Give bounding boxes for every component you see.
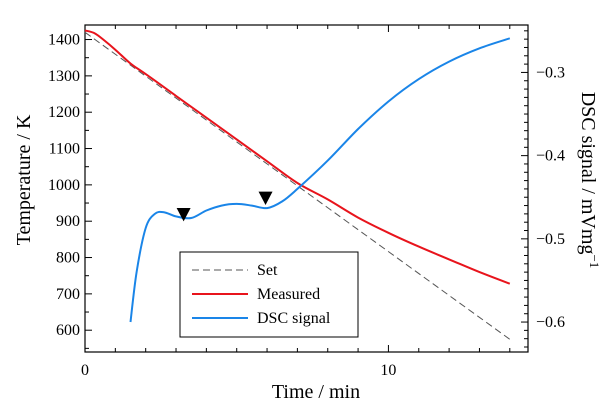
x-axis-title: Time / min <box>272 381 360 403</box>
y-right-tick-label: −0.5 <box>536 231 565 248</box>
x-tick-label: 10 <box>380 362 396 379</box>
x-tick-label: 0 <box>81 362 89 379</box>
legend: Set Measured DSC signal <box>179 251 359 338</box>
series-dsc-signal-line <box>129 37 511 323</box>
legend-box <box>179 251 359 338</box>
y-left-tick-label: 1100 <box>49 141 80 158</box>
markers-layer <box>176 191 273 222</box>
y-right-tick-label: −0.3 <box>536 64 565 81</box>
y-left-tick-label: 900 <box>56 213 80 230</box>
legend-label-measured: Measured <box>257 286 320 303</box>
series-measured-line <box>84 29 511 285</box>
legend-label-set: Set <box>257 262 278 279</box>
down-triangle-marker <box>258 191 273 205</box>
right-y-axis-title: DSC signal / mVmg−1 <box>577 92 602 269</box>
legend-label-dsc: DSC signal <box>257 310 331 327</box>
right-y-axis-title-main: DSC signal / mVmg <box>577 92 599 255</box>
ticks-layer: 0 10 600 700 800 900 1000 1100 1200 1300 1400 −0.6 −… <box>48 25 565 379</box>
y-left-tick-label: 1400 <box>48 32 80 49</box>
y-left-tick-label: 700 <box>56 286 80 303</box>
y-right-tick-label: −0.6 <box>536 314 565 331</box>
series-layer <box>84 29 511 340</box>
left-y-axis-title: Temperature / K <box>13 114 35 245</box>
right-y-axis-title-exponent: −1 <box>587 254 602 268</box>
y-left-tick-label: 600 <box>56 322 80 339</box>
y-right-tick-label: −0.4 <box>536 148 565 165</box>
y-left-tick-label: 800 <box>56 250 80 267</box>
y-left-tick-label: 1300 <box>48 68 80 85</box>
y-left-tick-label: 1200 <box>48 104 80 121</box>
down-triangle-marker <box>176 208 191 222</box>
y-left-tick-label: 1000 <box>48 177 80 194</box>
